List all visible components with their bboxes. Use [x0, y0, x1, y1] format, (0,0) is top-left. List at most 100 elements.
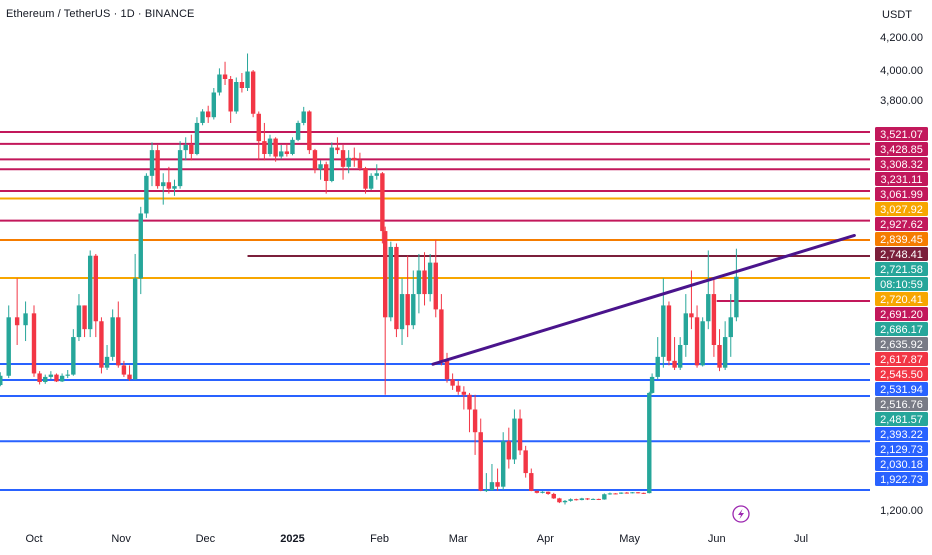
candle-body	[722, 337, 728, 368]
candle-body	[205, 111, 211, 118]
candle-body	[484, 490, 489, 492]
candle-body	[54, 374, 59, 382]
price-label: 2,617.87	[880, 354, 923, 366]
candle-body	[368, 175, 374, 189]
candle-body	[635, 492, 641, 494]
candle-body	[116, 317, 121, 366]
candle-body	[374, 173, 379, 176]
candle-body	[422, 270, 427, 295]
candle-body	[357, 160, 363, 169]
candle-body	[602, 494, 607, 500]
price-label-box	[875, 202, 928, 216]
candle-body	[245, 71, 250, 88]
candle-body	[76, 305, 82, 338]
candle-body	[534, 490, 540, 493]
candle-body	[574, 499, 579, 501]
price-label: 2,481.57	[880, 414, 923, 426]
candle-body	[728, 317, 733, 338]
candle-body	[194, 122, 200, 154]
candle-body	[450, 379, 455, 386]
candle-body	[562, 500, 568, 503]
candle-body	[523, 450, 528, 474]
candle-body	[655, 356, 660, 377]
candle-body	[104, 356, 110, 368]
price-label: 2,686.17	[880, 324, 923, 336]
candle-body	[661, 305, 666, 357]
candle-body	[144, 175, 149, 214]
candle-body	[262, 141, 267, 154]
price-label: 2,927.62	[880, 219, 923, 231]
price-label: 2,748.41	[880, 249, 923, 261]
price-label: 2,720.41	[880, 294, 923, 306]
candle-body	[666, 305, 672, 361]
candle-body	[711, 294, 717, 345]
candle-body	[689, 313, 694, 318]
candle-body	[500, 441, 506, 487]
price-label: 3,231.11	[880, 174, 922, 186]
price-label-box	[875, 307, 928, 321]
price-label: 2,721.58	[880, 264, 923, 276]
candle-body	[239, 82, 245, 88]
symbol-title: Ethereum / TetherUS · 1D · BINANCE	[6, 8, 195, 20]
candle-body	[416, 270, 422, 295]
price-label: 3,308.32	[880, 159, 923, 171]
candle-body	[217, 74, 222, 93]
candle-body	[590, 498, 596, 500]
candle-body	[177, 150, 183, 187]
candle-body	[82, 305, 87, 330]
price-tick-label: 3,800.00	[880, 95, 923, 107]
candle-body	[59, 375, 65, 382]
candle-body	[557, 498, 562, 503]
price-label-box	[875, 457, 928, 471]
price-label: 2,516.76	[880, 399, 923, 411]
candle-body	[540, 491, 545, 493]
time-tick-label: Oct	[25, 533, 42, 545]
candle-body	[23, 313, 28, 326]
candle-body	[138, 213, 143, 279]
candle-body	[250, 71, 256, 114]
currency-label: USDT	[882, 9, 912, 21]
candle-body	[717, 344, 722, 368]
price-label-box	[875, 382, 928, 396]
trend-line-layer	[431, 233, 856, 366]
price-label: 2,129.73	[880, 444, 923, 456]
time-tick-label: May	[619, 533, 640, 545]
candle-body	[31, 313, 37, 374]
price-label: 3,521.07	[880, 129, 923, 141]
price-label-box	[875, 277, 928, 291]
candle-body	[99, 321, 104, 368]
candle-body	[596, 498, 601, 500]
candle-body	[394, 246, 399, 330]
candle-body	[433, 262, 438, 310]
price-label-box	[875, 217, 928, 231]
price-label-box	[875, 142, 928, 156]
candle-body	[585, 498, 590, 500]
candle-body	[155, 150, 160, 187]
candle-body	[734, 276, 739, 318]
candle-body	[579, 498, 585, 501]
candle-body	[346, 157, 351, 167]
candle-body	[273, 138, 278, 157]
time-tick-label: Jun	[708, 533, 726, 545]
candle-body	[329, 147, 335, 181]
candle-body	[649, 376, 655, 393]
price-label-box	[875, 187, 928, 201]
price-label: 2,839.45	[880, 234, 923, 246]
price-label-box	[875, 427, 928, 441]
candlestick-series	[0, 53, 739, 505]
candle-body	[545, 491, 551, 494]
candle-body	[318, 164, 323, 170]
candle-body	[427, 262, 433, 295]
candle-body	[256, 113, 261, 142]
price-label-box	[875, 397, 928, 411]
candle-body	[439, 309, 444, 361]
price-label-box	[875, 262, 928, 276]
candle-body	[340, 150, 346, 167]
candle-body	[517, 418, 523, 451]
price-label: 2,545.50	[880, 369, 923, 381]
price-label: 3,061.99	[880, 189, 923, 201]
price-label-box	[875, 352, 928, 366]
time-tick-label: Jul	[794, 533, 808, 545]
